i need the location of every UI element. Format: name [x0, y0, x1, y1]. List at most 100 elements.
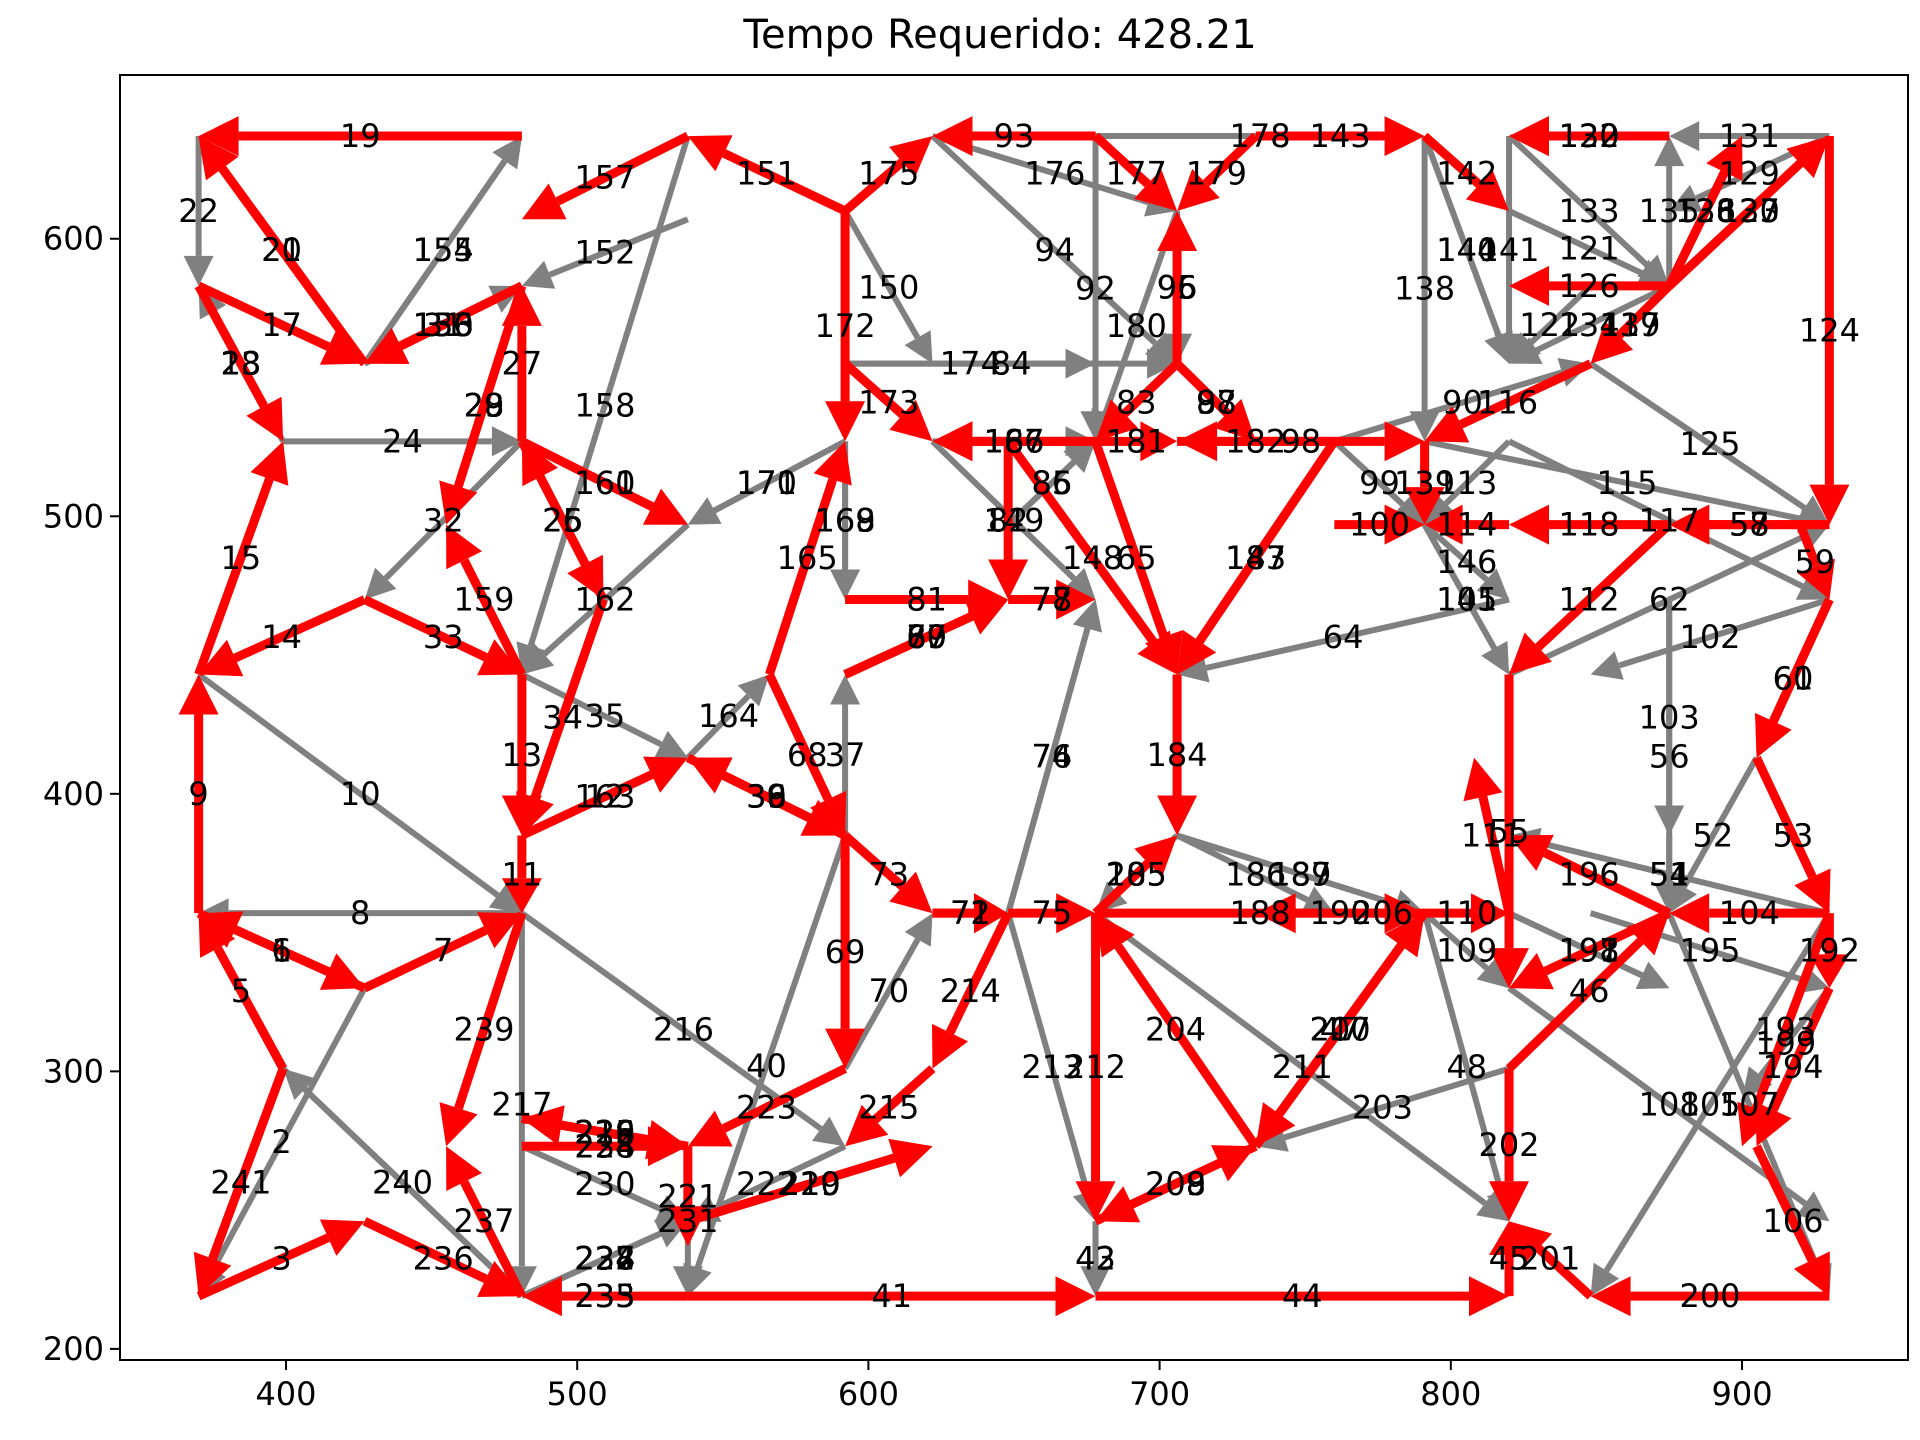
edge-label-45: 45: [1489, 1240, 1530, 1278]
edge-arrowhead-239: [439, 1102, 478, 1147]
edge-150: [842, 209, 933, 364]
edge-line-161: [519, 437, 655, 511]
edge-163: [519, 756, 688, 840]
edge-label-166: 166: [983, 422, 1044, 460]
edge-label-54: 54: [1649, 855, 1690, 893]
edge-arrowhead-175: [889, 136, 933, 178]
edge-label-237: 237: [453, 1202, 514, 1240]
edge-label-188: 188: [1230, 894, 1291, 932]
edge-label-185: 185: [1106, 855, 1167, 893]
edge-label-142: 142: [1436, 155, 1497, 193]
edge-line-133: [1506, 133, 1650, 268]
edge-label-37: 37: [825, 736, 866, 774]
edge-arrowhead-147: [1177, 630, 1216, 675]
edge-arrowhead-167: [932, 421, 973, 462]
edge-arrowhead-137: [1590, 321, 1634, 364]
edge-line-204: [1114, 943, 1260, 1149]
edge-10: [196, 672, 522, 914]
edge-label-13: 13: [502, 736, 543, 774]
edge-label-162: 162: [574, 581, 635, 619]
edge-235: [521, 1276, 688, 1317]
edge-arrowhead-44: [1469, 1276, 1509, 1317]
edge-line-31: [398, 281, 524, 350]
edge-arrowhead-70: [904, 913, 933, 947]
edge-label-155: 155: [413, 231, 474, 269]
edge-line-62: [1507, 534, 1804, 678]
edge-28: [439, 284, 527, 525]
edge-175: [842, 136, 933, 215]
edge-line-109: [1422, 910, 1489, 971]
edge-line-39: [721, 771, 848, 840]
edge-3: [196, 1219, 365, 1301]
edge-label-214: 214: [940, 972, 1001, 1010]
edge-arrowhead-86: [1063, 441, 1096, 473]
edge-line-128: [1665, 170, 1729, 288]
edge-arrowhead-109: [1476, 957, 1509, 989]
edge-line-107: [1666, 912, 1821, 1270]
edge-label-115: 115: [1596, 464, 1657, 502]
edge-15: [194, 441, 289, 677]
edge-label-102: 102: [1679, 618, 1740, 656]
edge-arrowhead-219: [888, 1138, 933, 1178]
edge-arrowhead-58: [1669, 504, 1710, 545]
edge-line-194: [1769, 986, 1834, 1112]
edge-111: [1463, 757, 1514, 915]
edge-43: [1080, 1221, 1111, 1297]
edge-label-116: 116: [1477, 384, 1538, 422]
edge-line-52: [1681, 756, 1760, 889]
edge-label-11: 11: [502, 855, 543, 893]
edge-line-149: [930, 439, 1077, 581]
edge-31: [364, 281, 524, 364]
edge-label-144: 144: [1436, 231, 1497, 269]
edge-arrowhead-173: [889, 399, 933, 442]
edge-5: [198, 913, 288, 1071]
edge-arrowhead-151: [687, 135, 733, 172]
edge-arrowhead-26: [521, 441, 558, 487]
edge-label-172: 172: [815, 307, 876, 345]
edge-label-27: 27: [502, 345, 543, 383]
edge-141: [1494, 136, 1524, 364]
edge-label-181: 181: [1106, 422, 1167, 460]
edge-label-146: 146: [1436, 543, 1497, 581]
edge-label-18: 18: [221, 345, 262, 383]
edge-58: [1669, 504, 1830, 545]
edge-line-170: [712, 438, 847, 514]
edge-line-236: [362, 1217, 488, 1284]
edge-label-111: 111: [1461, 817, 1522, 855]
edge-arrowhead-61: [1755, 713, 1792, 758]
edge-96: [1157, 211, 1198, 364]
edge-line-10: [196, 672, 500, 898]
edge-19: [198, 116, 522, 157]
edge-label-157: 157: [574, 159, 635, 197]
edge-label-94: 94: [1034, 231, 1075, 269]
edge-arrowhead-14: [198, 639, 244, 677]
edge-arrowhead-106: [1793, 1251, 1830, 1297]
y-axis: 200 300 400 500 600: [43, 220, 120, 1368]
edge-121: [1507, 208, 1670, 287]
edge-label-147: 147: [1225, 539, 1286, 577]
edge-label-120: 120: [1559, 117, 1620, 155]
edge-label-105: 105: [1679, 1086, 1740, 1124]
edge-label-238: 238: [574, 1127, 635, 1165]
edge-164: [685, 674, 770, 760]
edge-arrowhead-11: [501, 878, 542, 914]
edge-104: [1669, 893, 1830, 934]
edge-label-114: 114: [1436, 506, 1497, 544]
edge-line-193: [1751, 911, 1834, 1111]
edge-170: [687, 438, 847, 525]
edge-label-127: 127: [1719, 192, 1780, 230]
edge-line-101: [1421, 523, 1497, 650]
x-tick-label: 500: [547, 1375, 608, 1413]
edge-label-53: 53: [1773, 817, 1814, 855]
edge-label-119: 119: [1599, 306, 1660, 344]
edge-label-28: 28: [464, 386, 505, 424]
edge-label-4: 4: [392, 1163, 412, 1201]
edge-arrowhead-105: [1590, 1262, 1620, 1297]
edge-arrowhead-41: [1055, 1276, 1096, 1317]
y-tick-label: 500: [43, 497, 104, 535]
edge-label-117: 117: [1639, 501, 1700, 539]
edge-label-61: 61: [1773, 660, 1814, 698]
edge-236: [362, 1217, 522, 1297]
edge-line-237: [460, 1179, 526, 1299]
edge-label-130: 130: [413, 306, 474, 344]
